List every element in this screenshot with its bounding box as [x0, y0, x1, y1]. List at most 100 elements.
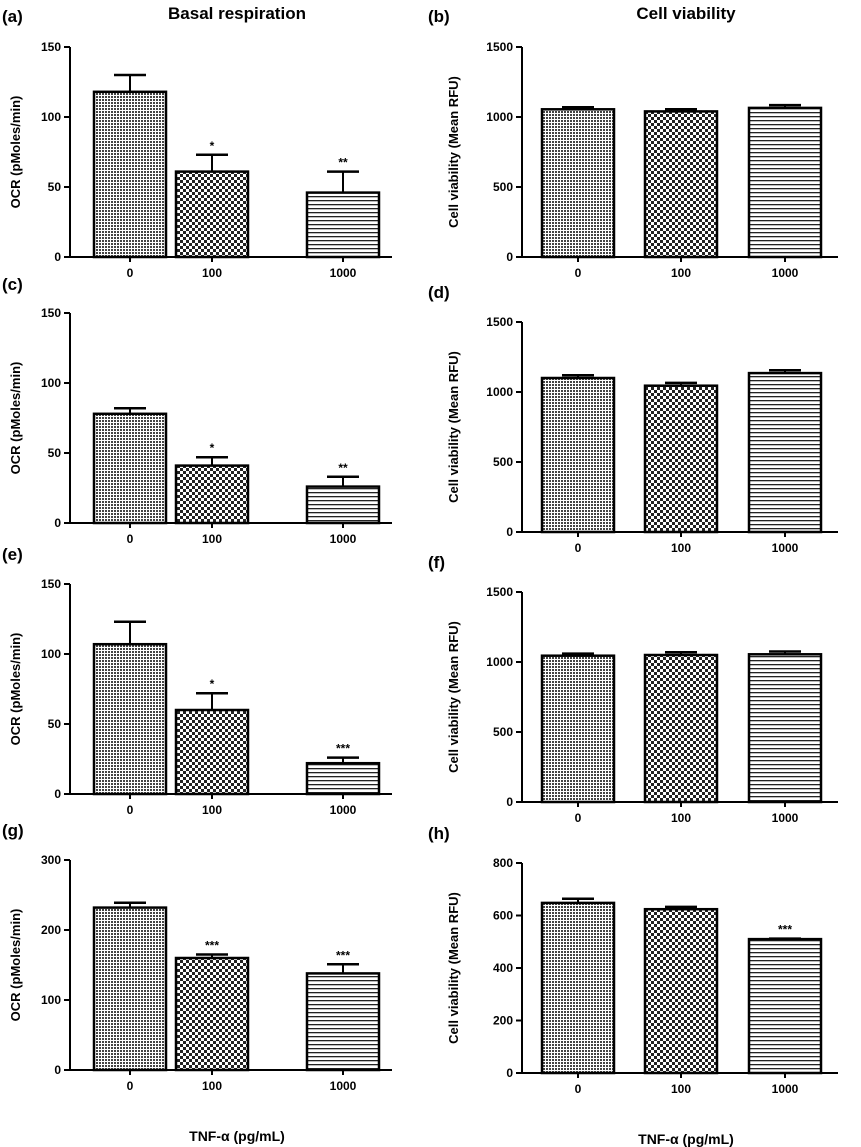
y-tick-label: 50 [48, 717, 62, 731]
panel-label: (a) [2, 7, 23, 26]
y-axis-label: Cell viability (Mean RFU) [446, 621, 461, 773]
bar [92, 642, 168, 796]
y-tick-label: 150 [41, 577, 61, 591]
bar [174, 708, 250, 796]
bar [305, 485, 381, 525]
chart-panel: (c) 0 50 100 150 OCR (pMoles/min) 0 * 100 ** 1000 [2, 275, 392, 546]
y-tick-label: 0 [506, 525, 513, 539]
x-tick-label: 0 [575, 811, 582, 825]
significance-label: * [210, 139, 215, 153]
y-tick-label: 500 [493, 725, 513, 739]
y-tick-label: 1000 [486, 110, 513, 124]
x-axis-label: TNF-α (pg/mL) [638, 1131, 734, 1147]
x-tick-label: 1000 [772, 541, 799, 555]
y-tick-label: 800 [493, 856, 513, 870]
panel-label: (d) [428, 283, 450, 302]
x-axis-label: TNF-α (pg/mL) [189, 1128, 285, 1144]
significance-label: *** [336, 742, 350, 756]
significance-label: * [210, 677, 215, 691]
y-tick-label: 0 [506, 1066, 513, 1080]
y-tick-label: 150 [41, 40, 61, 54]
x-tick-label: 1000 [330, 532, 357, 546]
y-tick-label: 1500 [486, 585, 513, 599]
y-tick-label: 600 [493, 909, 513, 923]
bar [540, 901, 616, 1075]
x-tick-label: 1000 [330, 266, 357, 280]
y-tick-label: 200 [493, 1014, 513, 1028]
x-tick-label: 0 [575, 541, 582, 555]
panel-label: (c) [2, 275, 23, 294]
y-tick-label: 0 [54, 516, 61, 530]
x-tick-label: 100 [202, 532, 222, 546]
significance-label: ** [338, 461, 348, 475]
chart-panel: (h) 0 200 400 600 800 Cell viability (Mean RFU… [428, 824, 838, 1147]
x-tick-label: 0 [575, 1082, 582, 1096]
y-tick-label: 0 [54, 250, 61, 264]
y-tick-label: 50 [48, 180, 62, 194]
bar [643, 653, 719, 804]
bar [747, 371, 823, 534]
y-axis-label: Cell viability (Mean RFU) [446, 892, 461, 1044]
bar [92, 90, 168, 259]
y-axis-label: OCR (pMoles/min) [8, 96, 23, 209]
bar [643, 384, 719, 534]
bar [92, 906, 168, 1072]
y-tick-label: 400 [493, 961, 513, 975]
significance-label: * [210, 441, 215, 455]
x-tick-label: 100 [671, 811, 691, 825]
y-tick-label: 50 [48, 446, 62, 460]
x-tick-label: 100 [671, 541, 691, 555]
x-tick-label: 1000 [330, 803, 357, 817]
x-tick-label: 100 [202, 266, 222, 280]
bar [540, 108, 616, 259]
y-tick-label: 0 [54, 1063, 61, 1077]
x-tick-label: 1000 [772, 266, 799, 280]
panel-label: (b) [428, 7, 450, 26]
x-tick-label: 100 [202, 1079, 222, 1093]
y-tick-label: 150 [41, 306, 61, 320]
chart-panel: (e) 0 50 100 150 OCR (pMoles/min) 0 * 100 *** 1000 [2, 545, 392, 817]
column-title-cell-viability: Cell viability [636, 4, 736, 23]
bar [747, 937, 823, 1075]
y-axis-label: OCR (pMoles/min) [8, 909, 23, 1022]
y-tick-label: 1500 [486, 315, 513, 329]
x-tick-label: 1000 [772, 811, 799, 825]
panel-label: (f) [428, 553, 445, 572]
significance-label: *** [205, 939, 219, 953]
x-tick-label: 0 [127, 532, 134, 546]
bar [747, 106, 823, 259]
x-tick-label: 100 [671, 1082, 691, 1096]
significance-label: ** [338, 156, 348, 170]
bar [540, 376, 616, 534]
panel-label: (e) [2, 545, 23, 564]
bar [174, 956, 250, 1072]
x-tick-label: 0 [127, 266, 134, 280]
y-tick-label: 200 [41, 923, 61, 937]
x-tick-label: 1000 [772, 1082, 799, 1096]
bar [92, 412, 168, 525]
x-tick-label: 100 [202, 803, 222, 817]
y-axis-label: OCR (pMoles/min) [8, 633, 23, 746]
y-tick-label: 1000 [486, 385, 513, 399]
x-tick-label: 0 [127, 803, 134, 817]
y-tick-label: 500 [493, 180, 513, 194]
bar [540, 654, 616, 804]
bar [305, 761, 381, 796]
bar [174, 464, 250, 525]
y-tick-label: 0 [506, 795, 513, 809]
y-tick-label: 1500 [486, 40, 513, 54]
column-title-basal-respiration: Basal respiration [168, 4, 306, 23]
y-tick-label: 0 [506, 250, 513, 264]
y-tick-label: 100 [41, 647, 61, 661]
chart-panel: (g) 0 100 200 300 OCR (pMoles/min) 0 *** 100 *** 1… [2, 821, 392, 1144]
y-axis-label: OCR (pMoles/min) [8, 362, 23, 475]
significance-label: *** [778, 923, 792, 937]
bar [643, 907, 719, 1075]
x-tick-label: 100 [671, 266, 691, 280]
y-tick-label: 1000 [486, 655, 513, 669]
